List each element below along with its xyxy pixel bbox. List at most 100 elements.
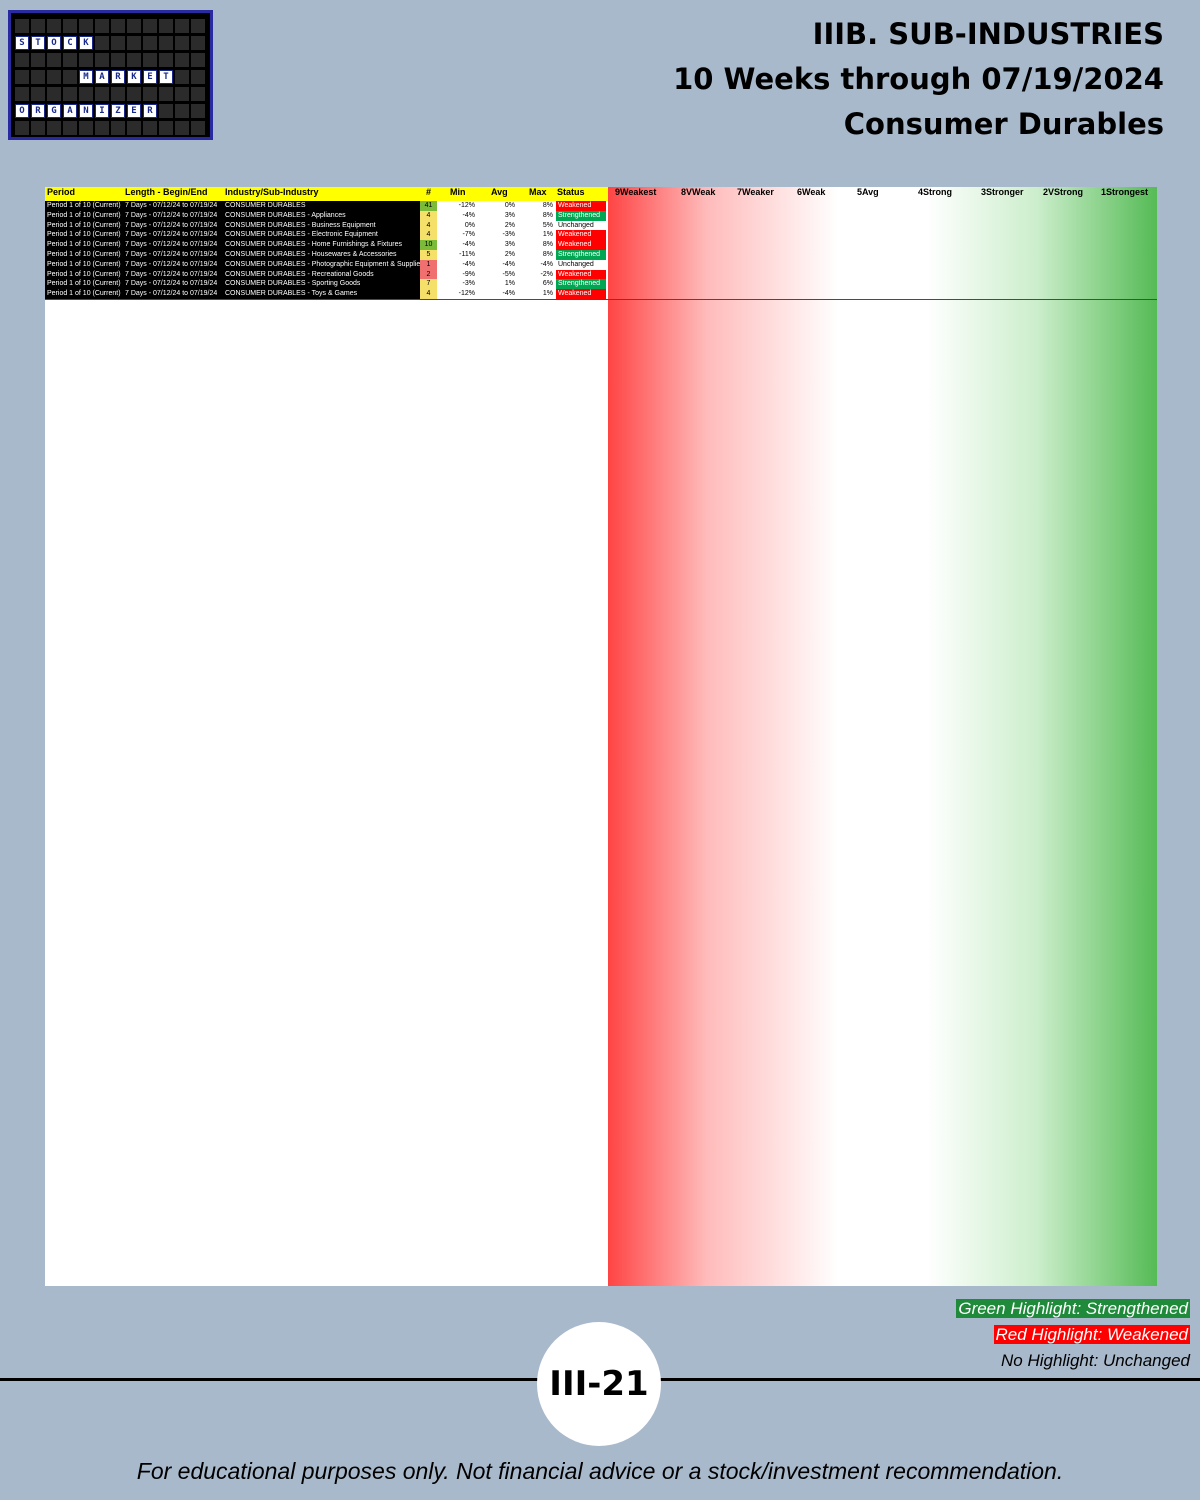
column-header: Industry/Sub-Industry: [225, 187, 319, 197]
stat-cell: 8%: [523, 250, 553, 260]
legend-none: No Highlight: Unchanged: [1000, 1351, 1190, 1370]
count-cell: 4: [420, 220, 437, 231]
logo-letter-tile: O: [47, 36, 61, 50]
count-cell: 1: [420, 259, 437, 270]
logo-letter-tile: E: [127, 104, 141, 118]
stat-cell: 2%: [485, 250, 515, 260]
count-cell: 2: [420, 269, 437, 280]
logo-letter-tile: [143, 121, 157, 135]
logo-letter-tile: S: [15, 36, 29, 50]
logo-letter-tile: [143, 36, 157, 50]
stat-cell: -9%: [445, 269, 475, 280]
logo-letter-tile: [47, 121, 61, 135]
table-cell: CONSUMER DURABLES - Housewares & Accesso…: [225, 251, 397, 258]
count-cell: 4: [420, 210, 437, 221]
legend-green: Green Highlight: Strengthened: [956, 1299, 1190, 1318]
status-badge: Strengthened: [556, 279, 606, 290]
stat-cell: -4%: [485, 289, 515, 299]
logo-letter-tile: [47, 87, 61, 101]
table-cell: CONSUMER DURABLES - Business Equipment: [225, 221, 376, 229]
table-cell: Period 1 of 10 (Current): [47, 251, 121, 258]
column-header: Max: [529, 187, 547, 197]
logo-letter-tile: [159, 87, 173, 101]
logo-letter-tile: [111, 87, 125, 101]
stat-cell: 1%: [523, 289, 553, 299]
logo-letter-tile: [175, 70, 189, 84]
column-header: 9Weakest: [615, 187, 657, 197]
table-row: Period 1 of 10 (Current) 7 Days - 07/12/2…: [45, 210, 1157, 221]
table-cell: 7 Days - 07/12/24 to 07/19/24: [125, 241, 218, 249]
logo-letter-tile: [31, 53, 45, 67]
logo-letter-tile: [79, 121, 93, 135]
table-cell: 7 Days - 07/12/24 to 07/19/24: [125, 251, 218, 258]
logo-letter-tile: [143, 53, 157, 67]
logo-letter-tile: T: [159, 70, 173, 84]
column-header: 7Weaker: [737, 187, 774, 197]
logo-letter-tile: [159, 53, 173, 67]
stat-cell: -4%: [445, 240, 475, 250]
logo-letter-tile: [127, 53, 141, 67]
table-cell: CONSUMER DURABLES - Toys & Games: [225, 290, 358, 298]
table-row: Period 1 of 10 (Current) 7 Days - 07/12/2…: [45, 279, 1157, 290]
stat-cell: -3%: [485, 230, 515, 241]
table-cell: 7 Days - 07/12/24 to 07/19/24: [125, 280, 218, 288]
disclaimer: For educational purposes only. Not finan…: [136, 1458, 1064, 1484]
table-cell: 7 Days - 07/12/24 to 07/19/24: [125, 211, 218, 219]
table-row: Period 1 of 10 (Current) 7 Days - 07/12/2…: [45, 289, 1157, 299]
column-header: 8VWeak: [681, 187, 716, 197]
stat-cell: 8%: [523, 240, 553, 250]
stat-cell: 2%: [485, 220, 515, 231]
count-cell: 7: [420, 279, 437, 290]
logo-letter-tile: [15, 87, 29, 101]
logo-letter-tile: [127, 36, 141, 50]
logo-letter-tile: [191, 70, 205, 84]
stat-cell: -4%: [445, 210, 475, 221]
logo-letter-tile: K: [79, 36, 93, 50]
logo-letter-tile: [63, 70, 77, 84]
table-row: Period 1 of 10 (Current) 7 Days - 07/12/2…: [45, 240, 1157, 250]
legend-red: Red Highlight: Weakened: [993, 1325, 1190, 1344]
sub-industry-table: Period Length - Begin/End Industry/Sub-Ind…: [45, 187, 1157, 1286]
table-row: Period 1 of 10 (Current) 7 Days - 07/12/2…: [45, 220, 1157, 231]
logo-letter-tile: R: [111, 70, 125, 84]
logo-letter-tile: [31, 70, 45, 84]
table-row: Period 1 of 10 (Current) 7 Days - 07/12/2…: [45, 201, 1157, 211]
status-badge: Weakened: [556, 240, 606, 250]
stat-cell: 3%: [485, 240, 515, 250]
logo-letter-tile: [47, 53, 61, 67]
logo-letter-tile: M: [79, 70, 93, 84]
table-cell: 7 Days - 07/12/24 to 07/19/24: [125, 202, 218, 209]
stat-cell: -12%: [445, 289, 475, 299]
table-cell: CONSUMER DURABLES - Sporting Goods: [225, 280, 361, 288]
table-row: Period 1 of 10 (Current) 7 Days - 07/12/2…: [45, 269, 1157, 280]
table-cell: Period 1 of 10 (Current): [47, 290, 121, 298]
table-cell: 7 Days - 07/12/24 to 07/19/24: [125, 231, 218, 239]
logo-letter-tile: [143, 19, 157, 33]
table-cell: 7 Days - 07/12/24 to 07/19/24: [125, 290, 218, 298]
logo-letter-tile: [111, 121, 125, 135]
column-header: Status: [557, 187, 585, 197]
table-cell: Period 1 of 10 (Current): [47, 270, 121, 278]
logo-letter-tile: [15, 53, 29, 67]
status-badge: Unchanged: [558, 260, 594, 268]
logo-letter-tile: [47, 70, 61, 84]
logo-letter-tile: [79, 53, 93, 67]
table-cell: Period 1 of 10 (Current): [47, 260, 121, 268]
stat-cell: 8%: [523, 201, 553, 211]
logo-letter-tile: [79, 87, 93, 101]
logo-letter-tile: O: [15, 104, 29, 118]
status-badge: Weakened: [556, 289, 606, 299]
logo-letter-tile: [79, 19, 93, 33]
table-cell: Period 1 of 10 (Current): [47, 280, 121, 288]
stat-cell: -4%: [485, 259, 515, 270]
column-header: 2VStrong: [1043, 187, 1084, 197]
logo-letter-tile: [15, 121, 29, 135]
logo-letter-tile: [191, 36, 205, 50]
current-period-band: [45, 201, 420, 299]
logo-letter-tile: T: [31, 36, 45, 50]
table-cell: CONSUMER DURABLES - Photographic Equipme…: [225, 260, 424, 268]
status-badge: Strengthened: [556, 250, 606, 260]
table-cell: CONSUMER DURABLES - Recreational Goods: [225, 270, 374, 278]
logo-letter-tile: [111, 19, 125, 33]
logo-letter-tile: [159, 104, 173, 118]
